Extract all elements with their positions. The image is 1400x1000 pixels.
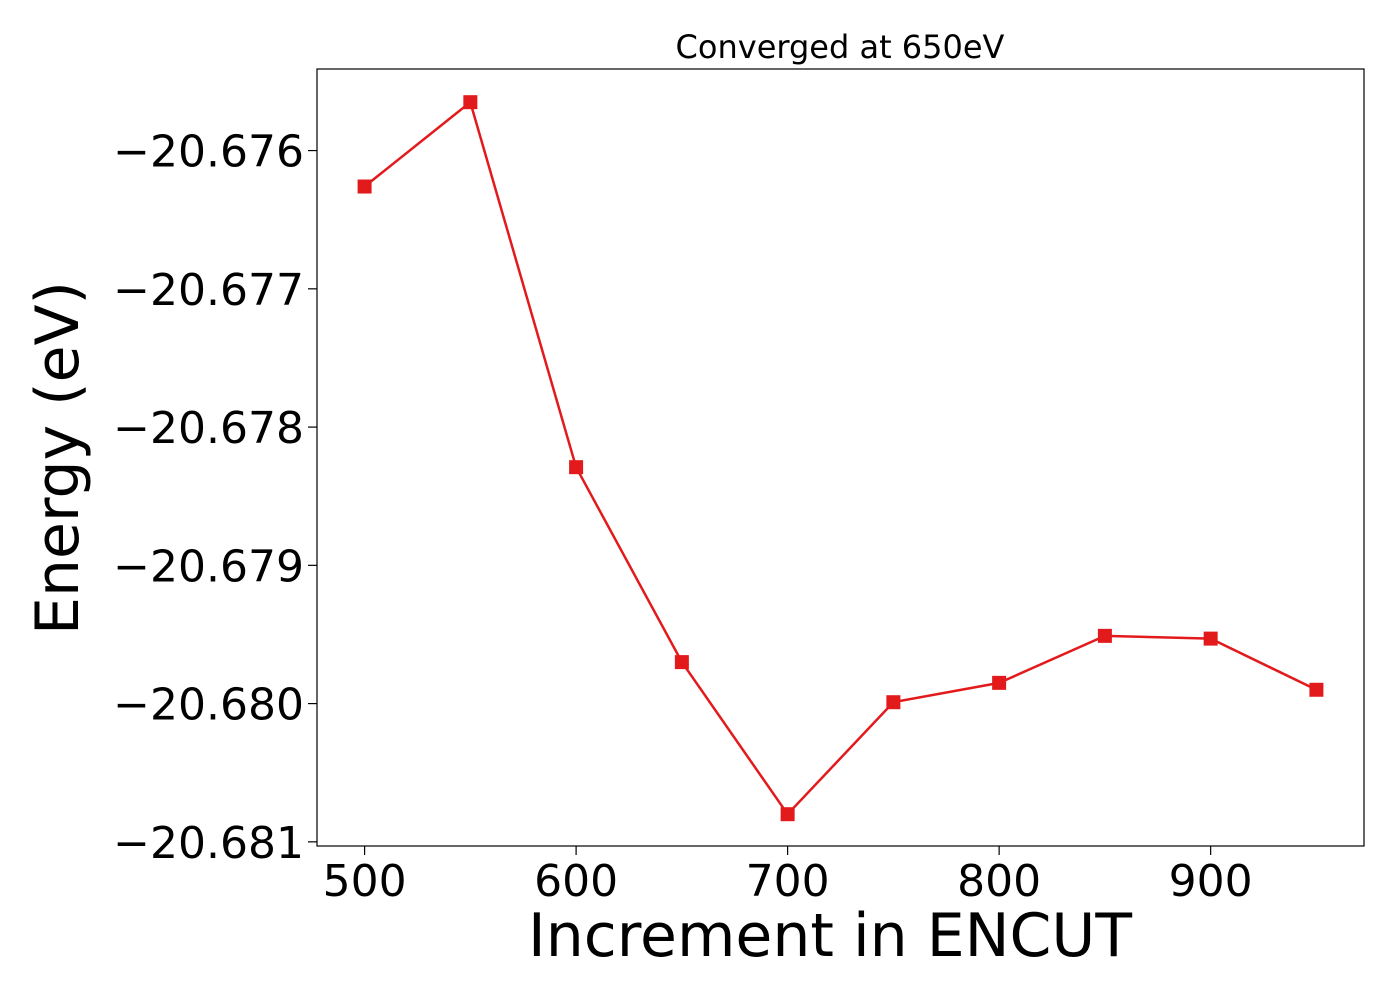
data-point-marker <box>1203 631 1218 646</box>
x-tick-label: 900 <box>1169 856 1253 907</box>
x-axis-title: Increment in ENCUT <box>528 901 1132 971</box>
x-axis-ticks: 500 600 700 800 900 <box>323 846 1253 907</box>
data-point-marker <box>357 179 372 194</box>
data-point-marker <box>463 95 478 110</box>
y-axis-ticks: −20.676 −20.677 −20.678 −20.679 −20.680 −20.6… <box>113 127 317 869</box>
data-point-marker <box>992 675 1007 690</box>
y-tick-label: −20.676 <box>113 127 304 178</box>
data-point-marker <box>780 807 795 822</box>
energy-series-markers <box>357 95 1324 822</box>
x-tick-label: 600 <box>534 856 618 907</box>
x-tick-label: 500 <box>323 856 407 907</box>
data-point-marker <box>886 695 901 710</box>
chart-title: Converged at 650eV <box>676 28 1005 66</box>
y-axis-title: Energy (eV) <box>23 281 93 635</box>
x-tick-label: 700 <box>746 856 830 907</box>
data-point-marker <box>1097 628 1112 643</box>
plot-area-frame <box>316 68 1365 847</box>
y-tick-label: −20.677 <box>113 265 304 316</box>
data-point-marker <box>674 655 689 670</box>
data-point-marker <box>1309 682 1324 697</box>
energy-series-line <box>363 100 1317 817</box>
y-tick-label: −20.680 <box>113 680 304 731</box>
data-point-marker <box>569 460 584 475</box>
y-tick-label: −20.681 <box>113 818 304 869</box>
y-tick-label: −20.679 <box>113 541 304 592</box>
x-tick-label: 800 <box>957 856 1041 907</box>
y-tick-label: −20.678 <box>113 403 304 454</box>
